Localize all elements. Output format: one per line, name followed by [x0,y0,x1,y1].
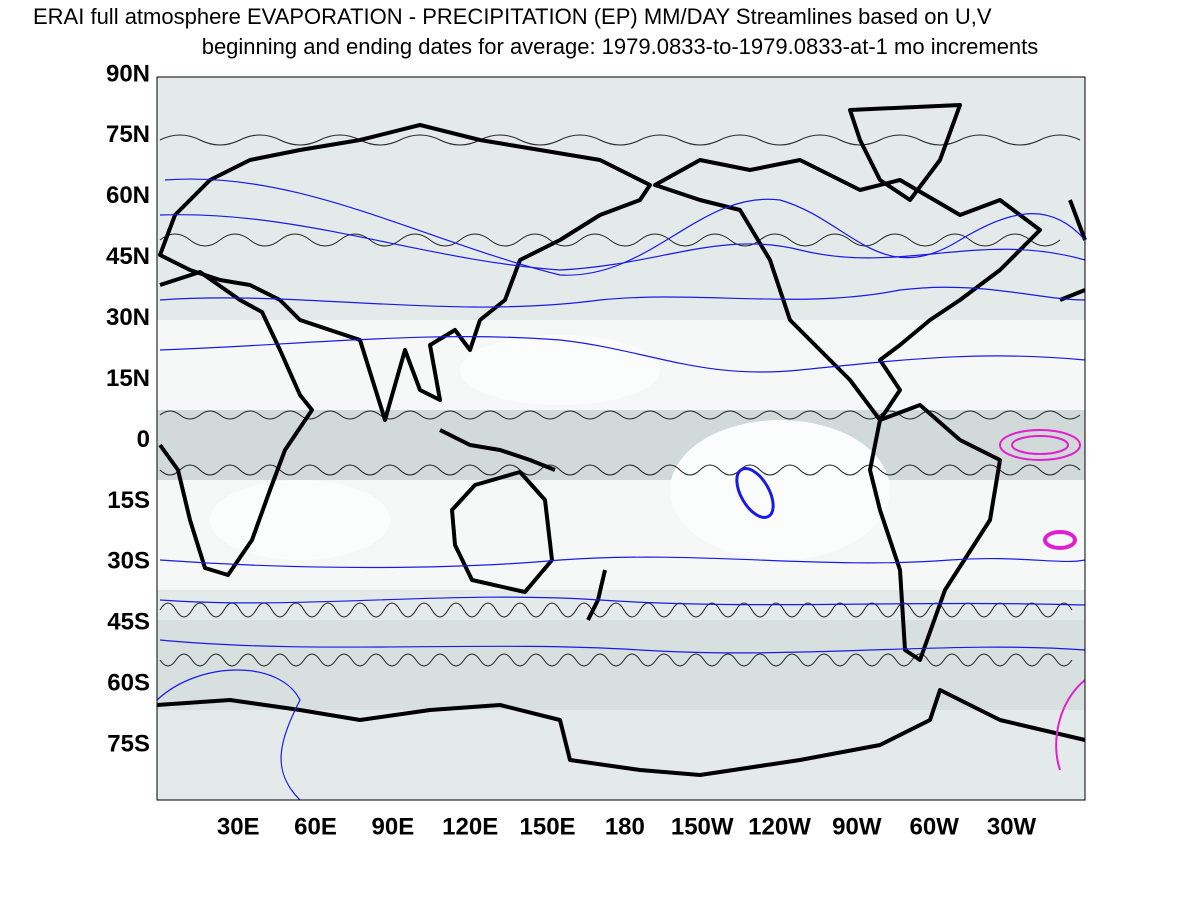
antarctica [156,688,1086,777]
x-tick-label: 60E [294,813,337,840]
maritime [439,428,556,472]
tick-labels: 30E 60E 90E 120E 150E 180 150W 120W 90W 60W 30W 90N… [106,60,1037,840]
eurasia [158,123,652,422]
x-tick-label: 120W [748,813,811,840]
y-tick-label: 15N [106,365,150,392]
y-tick-label: 90N [106,60,150,87]
storm-track [157,620,1085,710]
coastlines [156,103,1087,777]
x-tick-label: 90E [372,813,415,840]
x-tick-label: 120E [442,813,498,840]
y-tick-label: 60N [106,182,150,209]
plot-frame [156,76,1086,801]
y-tick-label: 15S [107,487,150,514]
map-plot [156,76,1087,801]
title: ERAI full atmosphere EVAPORATION - PRECI… [33,4,992,29]
x-tick-label: 150W [671,813,734,840]
y-tick-label: 75N [106,121,150,148]
dry-region [210,480,390,560]
y-tick-label: 0 [137,426,150,453]
x-tick-label: 30W [987,813,1037,840]
subtitle: beginning and ending dates for average: … [202,34,1039,59]
y-tick-label: 75S [107,731,150,758]
dry-region [460,335,660,405]
y-tick-label: 30N [106,304,150,331]
y-tick-label: 45S [107,609,150,636]
x-tick-label: 180 [605,813,645,840]
contours [159,134,1081,667]
north-america [653,158,1042,422]
streamlines [156,178,1086,801]
y-tick-label: 45N [106,243,150,270]
magenta-contours [999,429,1086,771]
greenland [848,103,962,202]
x-tick-label: 60W [910,813,960,840]
x-tick-label: 30E [217,813,260,840]
y-tick-label: 60S [107,670,150,697]
x-tick-label: 90W [832,813,882,840]
x-tick-label: 150E [520,813,576,840]
dry-region [670,420,890,560]
y-tick-label: 30S [107,548,150,575]
africa [158,270,314,577]
itcz-band [157,410,1085,480]
south-america [868,403,1002,662]
australia [450,470,554,594]
